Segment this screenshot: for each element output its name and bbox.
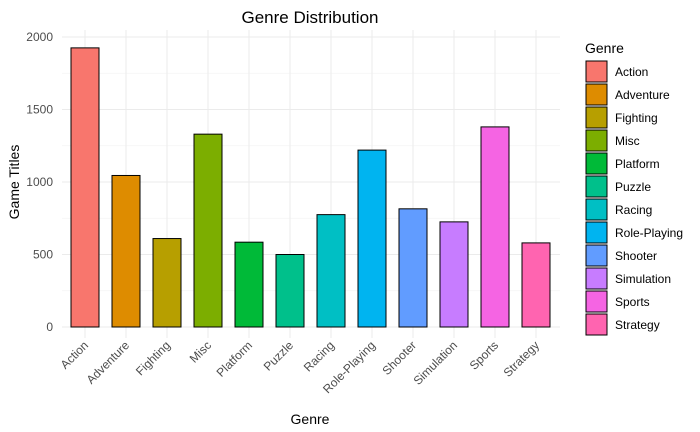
x-tick-label: Shooter <box>380 338 420 378</box>
x-tick-label: Simulation <box>411 338 461 388</box>
legend-label: Shooter <box>615 249 657 263</box>
x-tick-label: Action <box>58 338 91 371</box>
chart-title: Genre Distribution <box>241 8 378 27</box>
legend-swatch <box>585 198 608 221</box>
bar-sports <box>480 126 510 328</box>
legend-label: Role-Playing <box>615 226 683 240</box>
x-tick-label: Platform <box>214 338 255 379</box>
y-tick-label: 2000 <box>26 30 53 44</box>
bar-racing <box>316 214 346 328</box>
y-tick-label: 1000 <box>26 175 53 189</box>
legend-swatch <box>585 290 608 313</box>
bar-adventure <box>111 174 141 328</box>
bar-simulation <box>439 221 469 328</box>
legend-swatch <box>585 60 608 83</box>
x-tick-label: Strategy <box>501 338 543 380</box>
legend-label: Simulation <box>615 272 671 286</box>
bar-shooter <box>398 208 428 328</box>
bars <box>70 47 551 328</box>
bar-action <box>70 47 100 328</box>
x-tick-label: Puzzle <box>261 338 297 374</box>
bar-role-playing <box>357 149 387 328</box>
bar-strategy <box>521 242 551 328</box>
bar-puzzle <box>275 254 305 328</box>
x-axis-title: Genre <box>291 411 330 427</box>
y-tick-label: 0 <box>46 320 53 334</box>
x-tick-label: Racing <box>301 338 337 374</box>
legend-swatch <box>585 244 608 267</box>
legend-label: Puzzle <box>615 180 651 194</box>
y-axis-title: Game Titles <box>6 145 22 220</box>
legend-label: Racing <box>615 203 652 217</box>
legend-swatch <box>585 267 608 290</box>
x-tick-label: Sports <box>467 338 501 372</box>
bar-misc <box>193 133 223 328</box>
x-tick-label: Fighting <box>133 338 173 378</box>
legend-label: Action <box>615 65 648 79</box>
legend-label: Sports <box>615 295 650 309</box>
y-tick-label: 1500 <box>26 103 53 117</box>
legend-swatch <box>585 221 608 244</box>
legend-label: Fighting <box>615 111 658 125</box>
legend-label: Strategy <box>615 318 660 332</box>
y-tick-label: 500 <box>33 248 53 262</box>
legend-swatch <box>585 313 608 336</box>
legend-title: Genre <box>585 40 624 56</box>
x-tick-label: Misc <box>187 338 214 365</box>
y-axis-ticks: 0 500 1000 1500 2000 <box>26 30 53 334</box>
bar-platform <box>234 241 264 328</box>
legend-label: Adventure <box>615 88 670 102</box>
bar-fighting <box>152 238 182 328</box>
legend-swatch <box>585 83 608 106</box>
legend-swatch <box>585 106 608 129</box>
legend: Genre Action Adventure Fighting Misc Platfor… <box>585 40 683 336</box>
legend-swatch <box>585 152 608 175</box>
legend-swatch <box>585 129 608 152</box>
legend-label: Platform <box>615 157 660 171</box>
x-tick-label: Adventure <box>84 338 133 387</box>
legend-swatch <box>585 175 608 198</box>
legend-label: Misc <box>615 134 640 148</box>
